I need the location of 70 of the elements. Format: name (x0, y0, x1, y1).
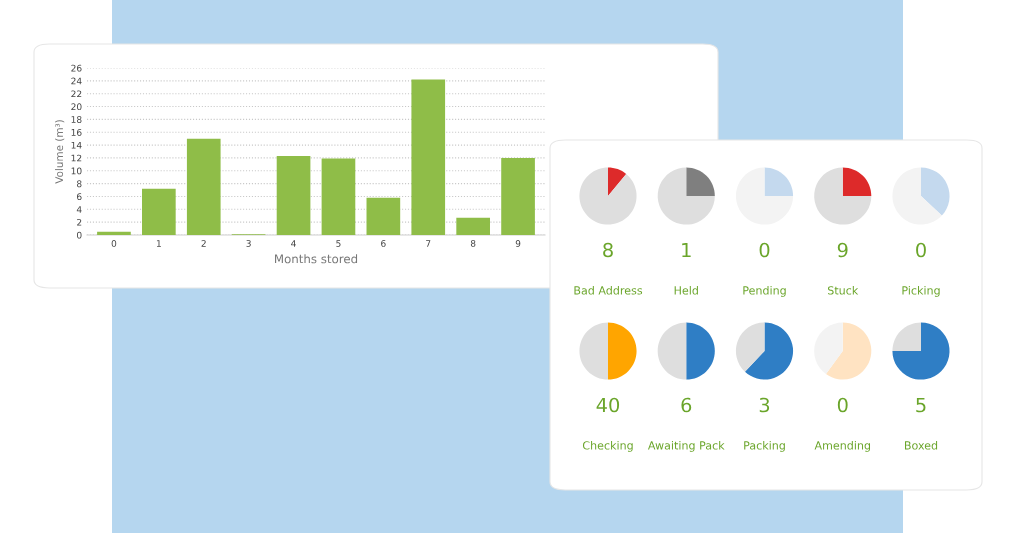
y-tick-label: 12 (71, 154, 82, 162)
text: 0 (837, 397, 848, 413)
pie-slice (608, 167, 627, 196)
x-tick-label: 3 (246, 240, 251, 247)
pie-slice (764, 167, 794, 196)
y-tick-label: 14 (71, 141, 82, 149)
y-tick-label: 22 (71, 90, 82, 98)
y-tick-label: 26 (71, 64, 82, 72)
bar (276, 156, 311, 235)
pie-slice (842, 167, 872, 196)
y-tick-label: 0 (76, 231, 82, 239)
bar (97, 231, 131, 235)
y-tick-label: 16 (71, 128, 82, 136)
y-tick-label: 2 (77, 218, 82, 226)
pie-slice (735, 167, 794, 225)
bar (321, 158, 356, 235)
pie-slice (608, 322, 637, 380)
pie-slice (735, 322, 765, 372)
x-axis-title: Months stored (275, 254, 358, 264)
text: Boxed (904, 441, 938, 450)
y-tick-label: 6 (77, 193, 82, 201)
bar (501, 157, 535, 235)
text: Awaiting Pack (647, 441, 725, 452)
pie-slice (814, 322, 843, 375)
x-tick-label: 9 (515, 240, 521, 247)
bar (456, 217, 490, 235)
text: 40 (596, 397, 620, 413)
bar (186, 138, 221, 235)
text: 5 (916, 397, 926, 413)
bar (411, 79, 446, 235)
pie-slice (579, 322, 608, 380)
text: 6 (681, 397, 692, 413)
text: Stuck (827, 286, 859, 295)
pie-slice (921, 167, 950, 216)
bar (366, 197, 401, 235)
y-tick-label: 8 (77, 180, 82, 188)
x-tick-label: 7 (426, 240, 431, 247)
pie-slice (686, 167, 715, 196)
text: Pending (743, 286, 786, 297)
pie-slice (892, 167, 942, 225)
pie-slice (892, 322, 950, 380)
text: 3 (759, 397, 770, 413)
text: Checking (582, 441, 633, 452)
x-tick-label: 1 (156, 240, 161, 247)
text: Bad Address (574, 286, 643, 295)
pie-slice (814, 167, 872, 225)
pie-slice (744, 322, 794, 380)
x-tick-label: 4 (291, 240, 296, 247)
x-tick-label: 2 (201, 240, 206, 247)
x-tick-label: 0 (111, 240, 117, 247)
pie-slice (657, 322, 687, 380)
text: Packing (744, 441, 785, 452)
bar (142, 188, 176, 235)
y-tick-label: 10 (71, 167, 82, 175)
pie-slice (686, 322, 715, 380)
pie-slice (825, 322, 872, 380)
x-tick-label: 8 (470, 240, 476, 247)
pie-slice (657, 167, 715, 225)
y-tick-label: 18 (71, 116, 82, 123)
text: Amending (814, 441, 871, 452)
y-tick-label: 20 (71, 103, 82, 111)
y-tick-label: 24 (71, 77, 82, 85)
y-tick-label: 4 (76, 206, 82, 213)
x-tick-label: 6 (381, 240, 386, 247)
text: Held (674, 286, 698, 295)
x-tick-label: 5 (336, 240, 341, 247)
y-axis-title: Volume (m³) (55, 120, 65, 184)
pie-slice (579, 167, 637, 225)
pie-slice (892, 322, 921, 351)
text: Picking (902, 286, 940, 297)
